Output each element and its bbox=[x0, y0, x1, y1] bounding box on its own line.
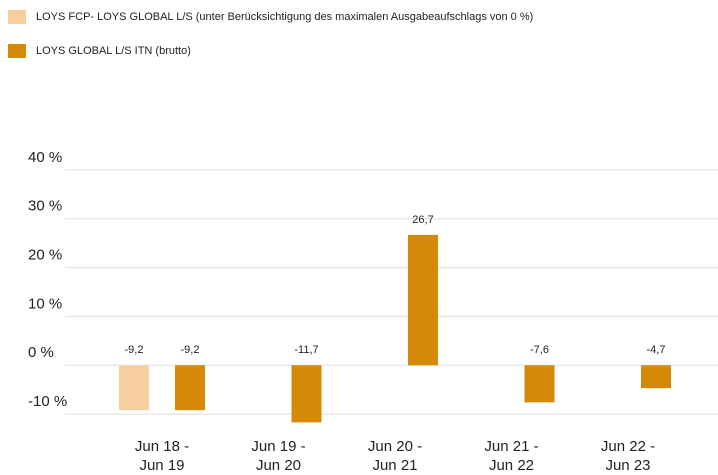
bar bbox=[641, 365, 671, 389]
y-tick-label: 40 % bbox=[28, 149, 62, 166]
y-tick-label: 0 % bbox=[28, 344, 54, 361]
y-tick-label: 30 % bbox=[28, 198, 62, 215]
value-label: -9,2 bbox=[125, 344, 144, 356]
x-tick-label: Jun 21 - Jun 22 bbox=[484, 438, 539, 474]
x-tick-label: Jun 22 - Jun 23 bbox=[600, 438, 656, 474]
bar bbox=[175, 365, 205, 411]
x-tick-label: Jun 19 - Jun 20 bbox=[251, 438, 306, 474]
legend-swatch bbox=[8, 44, 26, 58]
legend-label: LOYS FCP- LOYS GLOBAL L/S (unter Berücks… bbox=[36, 11, 533, 23]
bar bbox=[119, 365, 149, 411]
value-label: -9,2 bbox=[181, 344, 200, 356]
bar bbox=[291, 365, 322, 423]
y-tick-label: -10 % bbox=[28, 393, 67, 410]
x-tick-label: Jun 18 - Jun 19 bbox=[134, 438, 190, 474]
legend-label: LOYS GLOBAL L/S ITN (brutto) bbox=[36, 45, 191, 57]
bar bbox=[408, 234, 438, 366]
legend-swatch bbox=[8, 10, 26, 24]
value-label: -4,7 bbox=[647, 344, 666, 356]
y-tick-label: 20 % bbox=[28, 247, 62, 264]
value-label: -7,6 bbox=[530, 344, 549, 356]
bar bbox=[524, 365, 555, 403]
value-label: -11,7 bbox=[294, 344, 318, 356]
x-tick-label: Jun 20 - Jun 21 bbox=[367, 438, 423, 474]
y-tick-label: 10 % bbox=[28, 295, 62, 312]
value-label: 26,7 bbox=[412, 214, 433, 226]
